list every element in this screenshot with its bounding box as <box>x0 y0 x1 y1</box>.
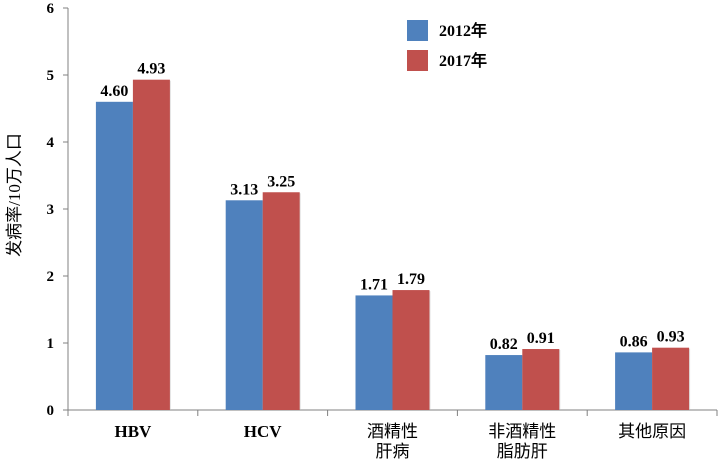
data-label: 0.86 <box>620 333 648 350</box>
data-label: 1.71 <box>360 276 388 293</box>
bar <box>392 290 430 410</box>
y-tick-label: 5 <box>47 68 55 84</box>
y-tick-label: 4 <box>47 135 55 151</box>
y-axis-title: 发病率/10万人口 <box>5 133 24 257</box>
data-label: 0.91 <box>527 330 555 347</box>
legend-swatch <box>407 50 428 71</box>
bar <box>95 101 133 411</box>
data-label: 0.82 <box>490 336 518 353</box>
bar <box>485 355 523 410</box>
data-label: 3.25 <box>267 173 295 190</box>
legend-swatch <box>407 20 428 41</box>
bar <box>132 79 170 410</box>
chart-legend: 2012年 2017年 <box>407 20 487 71</box>
bar <box>522 349 560 410</box>
bar <box>355 295 393 410</box>
data-label: 3.13 <box>230 181 258 198</box>
bar <box>652 347 690 410</box>
x-tick-label: HCV <box>244 422 283 441</box>
y-tick-label: 3 <box>47 202 55 218</box>
data-label: 4.60 <box>100 83 128 100</box>
x-tick-label: 肝病 <box>376 442 410 459</box>
y-tick-label: 6 <box>47 1 55 17</box>
y-tick-label: 2 <box>47 269 55 285</box>
chart-bars <box>95 79 691 411</box>
x-tick-label: HBV <box>114 422 152 441</box>
x-tick-label: 酒精性 <box>367 422 418 441</box>
legend-label: 2017年 <box>439 51 487 70</box>
data-label: 0.93 <box>657 329 685 346</box>
bar <box>615 352 653 410</box>
x-tick-label: 脂肪肝 <box>497 442 548 459</box>
data-label: 1.79 <box>397 271 425 288</box>
bar <box>262 192 300 410</box>
y-tick-label: 1 <box>47 336 55 352</box>
legend-label: 2012年 <box>439 21 487 40</box>
x-tick-label: 非酒精性 <box>488 422 556 441</box>
bar <box>225 200 263 410</box>
data-labels: 4.60 4.93 3.13 3.25 1.71 1.79 0.82 0.91 0.86 0.93 <box>100 61 684 353</box>
x-tick-label: 其他原因 <box>618 422 686 441</box>
data-label: 4.93 <box>137 61 165 78</box>
y-axis-ticks: 0 1 2 3 4 5 6 <box>47 1 68 419</box>
y-tick-label: 0 <box>47 403 55 419</box>
